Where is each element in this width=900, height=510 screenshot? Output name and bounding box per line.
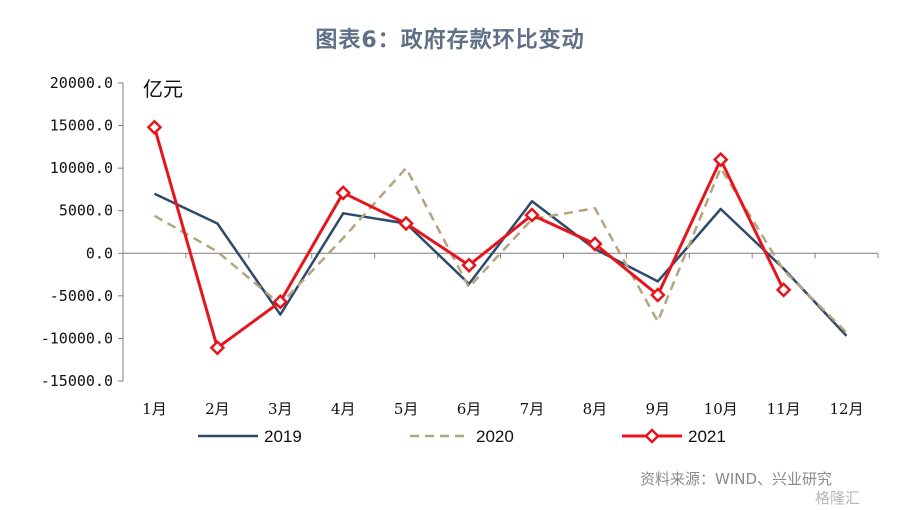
x-tick-label: 5月 <box>394 400 419 418</box>
x-tick-label: 4月 <box>331 400 356 418</box>
data-point-2021 <box>775 282 792 298</box>
x-tick-label: 11月 <box>767 400 801 418</box>
unit-label: 亿元 <box>143 77 183 101</box>
data-point-2021 <box>146 119 163 136</box>
x-tick-label: 3月 <box>268 400 293 418</box>
source-note: 资料来源：WIND、兴业研究 <box>640 470 833 488</box>
data-point-2021 <box>272 294 289 310</box>
y-tick-label: -15000.0 <box>41 372 113 390</box>
x-tick-label: 7月 <box>520 400 545 418</box>
x-tick-label: 10月 <box>704 400 738 418</box>
legend-label-2019: 2019 <box>264 427 302 446</box>
x-tick-label: 12月 <box>829 400 863 418</box>
data-point-2021 <box>587 236 603 252</box>
series-line-2020 <box>153 166 848 334</box>
chart-title: 图表6：政府存款环比变动 <box>315 28 585 53</box>
axes: 20000.0 15000.0 10000.0 5000.0 0.0 -5000.0 -10… <box>41 74 879 418</box>
series-line-2021 <box>153 126 785 350</box>
y-tick-label: -10000.0 <box>41 329 113 347</box>
y-tick-label: 5000.0 <box>59 202 113 220</box>
x-tick-label: 1月 <box>142 400 167 418</box>
x-tick-label: 2月 <box>205 400 230 418</box>
data-point-2021 <box>461 257 477 273</box>
y-tick-label: 10000.0 <box>50 159 113 177</box>
watermark: 格隆汇 <box>815 489 861 507</box>
x-tick-label: 8月 <box>583 400 608 418</box>
data-point-2021 <box>209 340 226 356</box>
legend-label-2020: 2020 <box>476 427 514 446</box>
data-point-2021 <box>712 151 729 168</box>
legend-label-2021: 2021 <box>688 427 726 446</box>
y-tick-label: 15000.0 <box>50 117 113 135</box>
data-point-2021 <box>524 207 540 223</box>
y-tick-label: 20000.0 <box>50 74 113 92</box>
series-line-2019 <box>153 192 848 337</box>
legend: 2019 2020 2021 <box>198 427 726 446</box>
data-point-2021 <box>335 185 351 201</box>
x-tick-label: 9月 <box>646 400 671 418</box>
x-tick-label: 6月 <box>457 400 482 418</box>
series-layer <box>146 119 848 356</box>
data-point-2021 <box>650 287 666 303</box>
data-point-2021 <box>398 215 414 232</box>
legend-marker-2021 <box>644 428 660 444</box>
y-tick-label: 0.0 <box>86 244 113 262</box>
y-tick-label: -5000.0 <box>50 287 113 305</box>
